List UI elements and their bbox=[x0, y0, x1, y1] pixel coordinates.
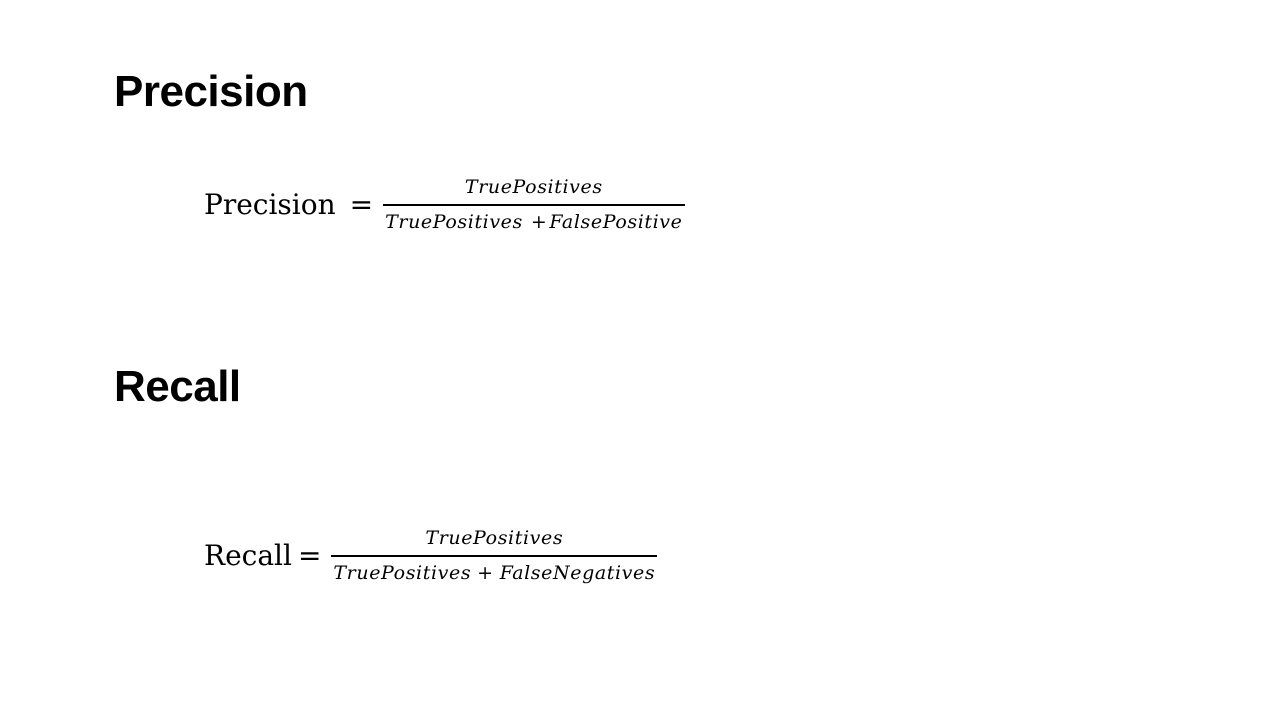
recall-fraction: TruePositives TruePositives + FalseNegativ… bbox=[331, 527, 658, 583]
precision-denominator: TruePositives + FalsePositive bbox=[383, 206, 684, 232]
recall-formula-lhs: Recall bbox=[204, 539, 292, 572]
recall-plus-sign: + bbox=[477, 562, 494, 584]
precision-formula: Precision = TruePositives TruePositives +… bbox=[204, 178, 685, 232]
recall-numerator: TruePositives bbox=[425, 527, 564, 549]
precision-plus-sign: + bbox=[530, 211, 548, 233]
precision-denominator-term-1: TruePositives bbox=[385, 211, 523, 233]
recall-denominator-term-2: FalseNegatives bbox=[499, 562, 656, 584]
precision-fraction-bar bbox=[383, 204, 685, 206]
recall-denominator: TruePositives + FalseNegatives bbox=[331, 557, 657, 583]
precision-equals-sign: = bbox=[349, 188, 374, 221]
recall-heading: Recall bbox=[114, 362, 241, 411]
recall-equals-sign: = bbox=[297, 539, 322, 572]
recall-formula: Recall = TruePositives TruePositives + Fal… bbox=[204, 527, 658, 583]
precision-denominator-term-2: FalsePositive bbox=[549, 211, 683, 233]
precision-numerator: TruePositives bbox=[464, 176, 603, 198]
precision-fraction: TruePositives TruePositives + FalsePositiv… bbox=[383, 176, 685, 232]
recall-fraction-bar bbox=[331, 555, 658, 557]
precision-formula-lhs: Precision bbox=[204, 188, 336, 221]
precision-heading: Precision bbox=[114, 67, 308, 116]
recall-denominator-term-1: TruePositives bbox=[333, 562, 472, 584]
